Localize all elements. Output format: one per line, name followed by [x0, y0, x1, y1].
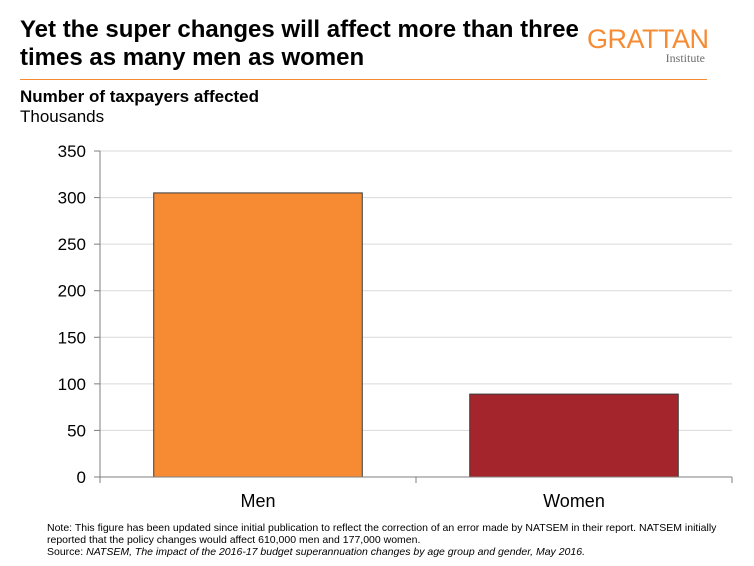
- y-tick-label: 150: [58, 328, 86, 347]
- bar-chart: 0 50 100 150 200 250 300 350 Men Women: [58, 142, 733, 511]
- source-label: Source:: [47, 546, 87, 558]
- bar-women: [469, 393, 679, 478]
- y-tick-label: 200: [58, 282, 86, 301]
- note-text: Note: This figure has been updated since…: [47, 522, 717, 546]
- chart-unit-label: Thousands: [20, 107, 105, 126]
- y-tick-label: 350: [58, 142, 86, 161]
- x-tick-label: Women: [543, 491, 605, 511]
- y-axis-ticks: 0 50 100 150 200 250 300 350: [58, 142, 100, 487]
- chart-headline: Yet the super changes will affect more t…: [20, 16, 579, 71]
- y-tick-label: 300: [58, 189, 86, 208]
- source-text: NATSEM, The impact of the 2016-17 budget…: [86, 546, 585, 558]
- logo-wordmark: GRATTAN: [587, 24, 709, 54]
- y-tick-label: 0: [77, 468, 86, 487]
- y-tick-label: 50: [67, 421, 86, 440]
- x-axis-labels: Men Women: [240, 491, 604, 511]
- x-axis: [99, 151, 733, 483]
- y-tick-label: 100: [58, 375, 86, 394]
- y-tick-label: 250: [58, 235, 86, 254]
- source-line: Source: NATSEM, The impact of the 2016-1…: [47, 546, 747, 558]
- bars: [153, 192, 679, 478]
- logo-subtext: Institute: [665, 51, 705, 65]
- chart-title: Number of taxpayers affected: [20, 87, 260, 106]
- footnotes: Note: This figure has been updated since…: [47, 522, 747, 558]
- x-tick-label: Men: [240, 491, 275, 511]
- grattan-logo: GRATTAN Institute: [587, 24, 709, 66]
- bar-men: [153, 192, 363, 478]
- header-divider: [20, 79, 707, 80]
